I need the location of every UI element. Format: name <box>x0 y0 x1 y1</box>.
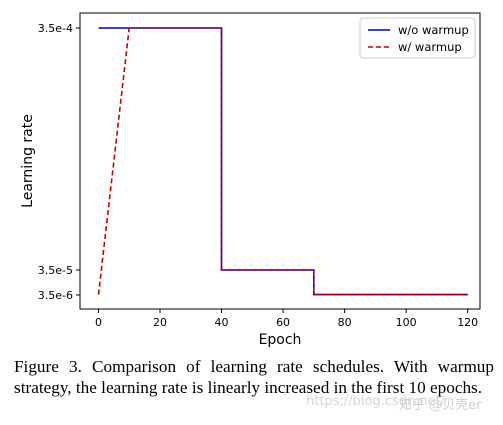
plot-frame <box>79 12 481 310</box>
series-layer <box>97 27 468 296</box>
x-tick-label: 20 <box>153 316 167 329</box>
x-tick-label: 60 <box>276 316 290 329</box>
watermark-url: https://blog.csdn.net/ <box>306 394 446 409</box>
watermark-brand: 知乎 @贝壳er <box>399 398 482 413</box>
series-line-w-warmup <box>97 27 468 296</box>
series-line-wo-warmup <box>98 27 468 296</box>
y-tick-label: 3.5e-6 <box>38 289 73 302</box>
x-axis-ticks: 0 20 40 60 80 100 120 <box>95 309 478 329</box>
y-axis-label: Learning rate <box>20 114 36 208</box>
y-axis-ticks: 3.5e-6 3.5e-5 3.5e-4 <box>38 22 80 302</box>
y-tick-label: 3.5e-4 <box>38 22 73 35</box>
legend-label-w-warmup: w/ warmup <box>398 40 462 54</box>
x-tick-label: 40 <box>215 316 229 329</box>
y-tick-label: 3.5e-5 <box>38 264 73 277</box>
x-tick-label: 100 <box>396 316 417 329</box>
x-tick-label: 80 <box>338 316 352 329</box>
legend: w/o warmup w/ warmup <box>359 17 476 59</box>
x-axis-label: Epoch <box>259 332 302 348</box>
legend-label-wo-warmup: w/o warmup <box>398 23 469 37</box>
x-tick-label: 0 <box>95 316 102 329</box>
legend-box <box>359 17 476 59</box>
figure-caption: Figure 3. Comparison of learning rate sc… <box>14 357 494 397</box>
x-tick-label: 120 <box>457 316 478 329</box>
